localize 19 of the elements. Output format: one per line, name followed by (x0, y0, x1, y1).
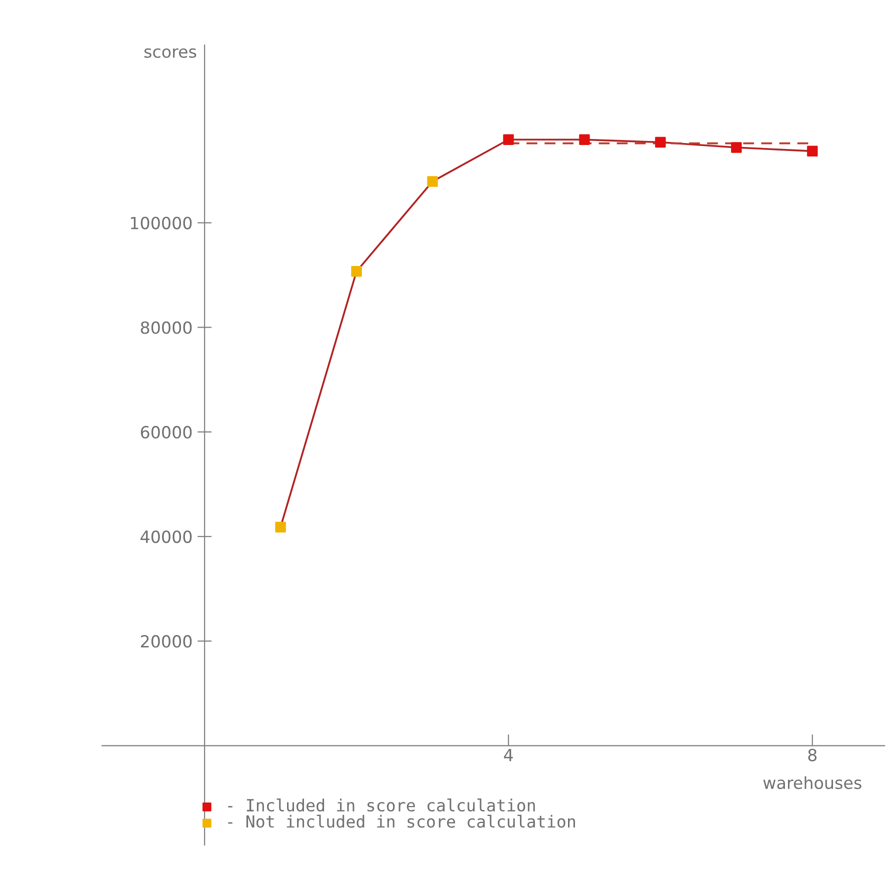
y-tick-label: 100000 (130, 216, 192, 230)
y-axis-title: scores (144, 48, 196, 58)
point (351, 266, 362, 277)
point (579, 134, 590, 145)
y-tick-label: 80000 (140, 321, 192, 334)
y-tick-label: 20000 (140, 635, 192, 648)
x-tick-label: 8 (808, 748, 817, 762)
point (731, 142, 742, 153)
y-tick-label: 40000 (140, 530, 192, 544)
y-tick-label: 60000 (140, 426, 192, 438)
x-axis-title: warehouses (763, 776, 862, 790)
point (655, 136, 666, 148)
x-tick-label: 4 (504, 748, 513, 762)
point (807, 146, 818, 156)
point (427, 176, 438, 187)
point (503, 134, 514, 145)
legend-label: - Included in score calculation (228, 798, 535, 812)
point (275, 522, 286, 532)
legend-label: - Not included in score calculation (228, 814, 575, 828)
